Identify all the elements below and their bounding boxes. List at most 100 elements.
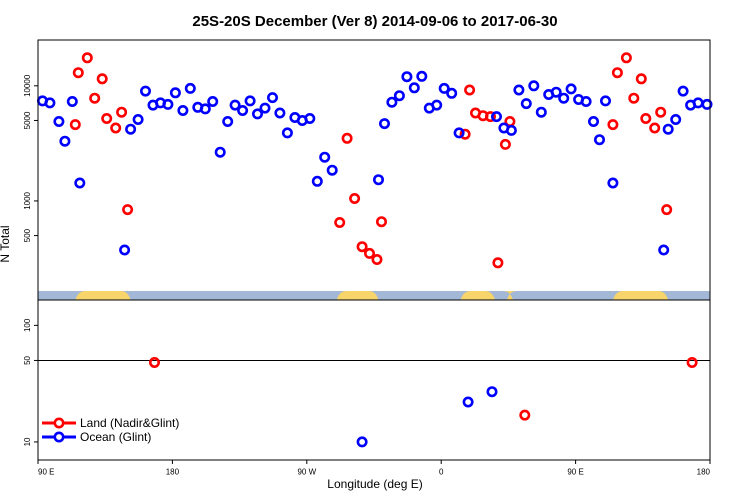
land-point-11 <box>341 132 353 144</box>
land-point-23 <box>499 138 511 150</box>
y-axis-label: N Total <box>0 225 12 262</box>
ocean-point-73 <box>356 436 368 448</box>
y-tick-label-lower-1: 50 <box>23 355 32 364</box>
ocean-point-48 <box>486 386 498 398</box>
ocean-point-18 <box>207 96 219 108</box>
ocean-point-27 <box>274 107 286 119</box>
ocean-point-39 <box>401 71 413 83</box>
y-tick-label-upper-3: 500 <box>23 228 32 242</box>
land-point-4 <box>96 73 108 85</box>
land-point-28 <box>620 52 632 64</box>
y-tick-label-lower-0: 100 <box>23 318 32 332</box>
ocean-point-44 <box>438 82 450 94</box>
x-tick-label-4: 90 E <box>567 468 583 477</box>
ocean-point-19 <box>214 146 226 158</box>
x-axis-ticks: 90 E 180 90 W 0 90 E 180 <box>37 460 711 477</box>
land-point-3 <box>89 92 101 104</box>
land-point-18 <box>464 84 476 96</box>
ocean-point-7 <box>125 123 137 135</box>
ocean-point-47 <box>462 396 474 408</box>
land-segment-0 <box>75 291 131 300</box>
ocean-point-25 <box>259 102 271 114</box>
land-point-34 <box>661 204 673 216</box>
ocean-point-54 <box>528 80 540 92</box>
ocean-point-1 <box>44 97 56 109</box>
ocean-point-23 <box>244 95 256 107</box>
ocean-point-14 <box>177 105 189 117</box>
ocean-point-9 <box>140 85 152 97</box>
ocean-point-31 <box>304 113 316 125</box>
ocean-point-49 <box>490 111 502 123</box>
ocean-point-59 <box>565 83 577 95</box>
ocean-point-66 <box>658 244 670 256</box>
plot-frame <box>37 39 711 461</box>
land-point-32 <box>649 122 661 134</box>
ocean-point-62 <box>587 116 599 128</box>
ocean-point-35 <box>372 174 384 186</box>
y-tick-label-lower-2: 10 <box>23 437 32 446</box>
land-point-1 <box>72 67 84 79</box>
series-ocean <box>36 70 713 448</box>
y-axis-ticks: 10000 5000 1000 500 100 50 10 <box>23 74 38 446</box>
legend-ocean-marker <box>53 431 65 443</box>
land-point-27 <box>611 67 623 79</box>
land-point-22 <box>492 257 504 269</box>
land-point-6 <box>110 122 122 134</box>
chart-title: 25S-20S December (Ver 8) 2014-09-06 to 2… <box>192 13 557 30</box>
land-point-31 <box>640 113 652 125</box>
ocean-point-21 <box>229 99 241 111</box>
ocean-point-8 <box>132 114 144 126</box>
legend: Land (Nadir&Glint) Ocean (Glint) <box>42 416 179 444</box>
land-ocean-strip <box>38 291 710 300</box>
ocean-point-45 <box>446 87 458 99</box>
ocean-point-55 <box>535 106 547 118</box>
legend-land-marker <box>53 417 65 429</box>
data-points <box>36 52 713 448</box>
ocean-point-24 <box>252 108 264 120</box>
ocean-point-36 <box>378 118 390 130</box>
ocean-point-43 <box>431 99 443 111</box>
land-point-13 <box>356 241 368 253</box>
land-point-25 <box>519 409 531 421</box>
ocean-point-72 <box>701 98 713 110</box>
land-point-7 <box>116 106 128 118</box>
x-tick-label-3: 0 <box>439 468 444 477</box>
land-point-2 <box>81 52 93 64</box>
ocean-point-17 <box>199 103 211 115</box>
ocean-point-67 <box>662 123 674 135</box>
legend-land-label: Land (Nadir&Glint) <box>80 416 179 430</box>
y-tick-label-upper-1: 5000 <box>23 111 32 129</box>
land-point-29 <box>628 92 640 104</box>
land-point-15 <box>371 254 383 266</box>
ocean-point-15 <box>184 82 196 94</box>
land-segment-1 <box>336 291 379 300</box>
ocean-point-34 <box>326 164 338 176</box>
ocean-point-41 <box>416 70 428 82</box>
land-point-21 <box>484 111 496 123</box>
x-tick-label-1: 180 <box>166 468 180 477</box>
y-tick-label-upper-0: 10000 <box>23 74 32 97</box>
ocean-point-68 <box>670 114 682 126</box>
ocean-point-33 <box>319 151 331 163</box>
ocean-point-22 <box>237 105 249 117</box>
y-tick-label-upper-2: 1000 <box>23 191 32 209</box>
land-point-12 <box>349 193 361 205</box>
ocean-point-61 <box>580 96 592 108</box>
ocean-point-52 <box>513 84 525 96</box>
ocean-point-2 <box>53 116 65 128</box>
land-point-0 <box>69 119 81 131</box>
x-axis-label: Longitude (deg E) <box>327 477 422 491</box>
ocean-point-40 <box>408 82 420 94</box>
ocean-point-5 <box>74 177 86 189</box>
land-point-26 <box>607 119 619 131</box>
ocean-point-4 <box>66 96 78 108</box>
land-point-9 <box>149 356 161 368</box>
land-segment-3 <box>502 291 517 300</box>
ocean-point-57 <box>550 86 562 98</box>
land-segment-2 <box>460 291 495 300</box>
x-tick-label-2: 90 W <box>297 468 316 477</box>
ocean-point-13 <box>169 87 181 99</box>
land-point-8 <box>122 204 134 216</box>
ocean-point-38 <box>393 90 405 102</box>
